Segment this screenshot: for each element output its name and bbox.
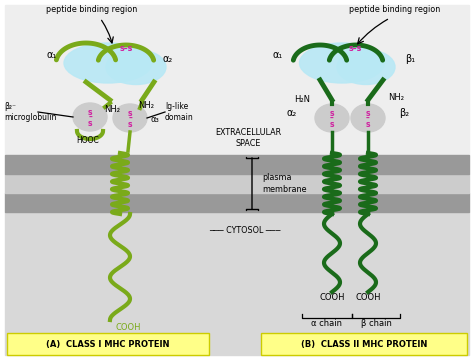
Text: COOH: COOH	[355, 293, 381, 302]
Ellipse shape	[300, 43, 384, 83]
Text: NH₂: NH₂	[138, 101, 154, 110]
Ellipse shape	[73, 103, 107, 131]
Text: β chain: β chain	[361, 319, 392, 328]
Text: α₁: α₁	[47, 50, 57, 60]
Text: EXTRACELLULAR
SPACE: EXTRACELLULAR SPACE	[215, 128, 281, 148]
Text: –: –	[128, 113, 132, 122]
Text: s–s: s–s	[348, 44, 362, 53]
Text: H₂N: H₂N	[294, 95, 310, 104]
Text: s: s	[366, 120, 370, 129]
Text: s: s	[330, 120, 334, 129]
Text: (A)  CLASS I MHC PROTEIN: (A) CLASS I MHC PROTEIN	[46, 339, 170, 348]
Ellipse shape	[315, 104, 349, 132]
Bar	[5, 174, 469, 193]
Text: α₂: α₂	[163, 54, 173, 64]
Text: α₃: α₃	[150, 115, 159, 124]
Text: –: –	[366, 113, 370, 122]
Text: (B)  CLASS II MHC PROTEIN: (B) CLASS II MHC PROTEIN	[301, 339, 427, 348]
FancyBboxPatch shape	[7, 333, 209, 355]
Text: ─── CYTOSOL ───: ─── CYTOSOL ───	[209, 225, 281, 234]
Text: α₂: α₂	[287, 108, 297, 118]
Text: β₂: β₂	[399, 108, 409, 118]
Text: peptide binding region: peptide binding region	[349, 5, 441, 14]
Text: COOH: COOH	[115, 323, 141, 332]
Text: NH₂: NH₂	[104, 105, 120, 114]
Bar	[5, 212, 469, 355]
Text: plasma
membrane: plasma membrane	[262, 174, 307, 194]
Text: s–s: s–s	[119, 44, 133, 53]
Text: β₁: β₁	[405, 54, 415, 64]
Ellipse shape	[64, 43, 152, 83]
Text: NH₂: NH₂	[388, 93, 404, 102]
Bar	[5, 155, 469, 174]
Text: peptide binding region: peptide binding region	[46, 5, 137, 14]
Bar	[5, 193, 469, 212]
Ellipse shape	[106, 50, 166, 85]
Text: s: s	[88, 118, 92, 127]
Ellipse shape	[113, 104, 147, 132]
Text: s: s	[330, 108, 334, 117]
Text: –: –	[330, 113, 334, 122]
Text: COOH: COOH	[319, 293, 345, 302]
Text: Ig-like
domain: Ig-like domain	[165, 102, 194, 122]
Text: s: s	[88, 108, 92, 117]
Bar	[5, 5, 469, 155]
Text: α chain: α chain	[311, 319, 343, 328]
Text: α₁: α₁	[273, 50, 283, 60]
Text: –: –	[88, 112, 92, 122]
Text: β₂⁻
microglobulin: β₂⁻ microglobulin	[4, 102, 56, 122]
Text: s: s	[128, 108, 132, 117]
Text: s: s	[128, 120, 132, 129]
Ellipse shape	[337, 50, 395, 85]
Text: HOOC: HOOC	[77, 136, 100, 145]
FancyBboxPatch shape	[261, 333, 467, 355]
Text: s: s	[366, 108, 370, 117]
Ellipse shape	[351, 104, 385, 132]
